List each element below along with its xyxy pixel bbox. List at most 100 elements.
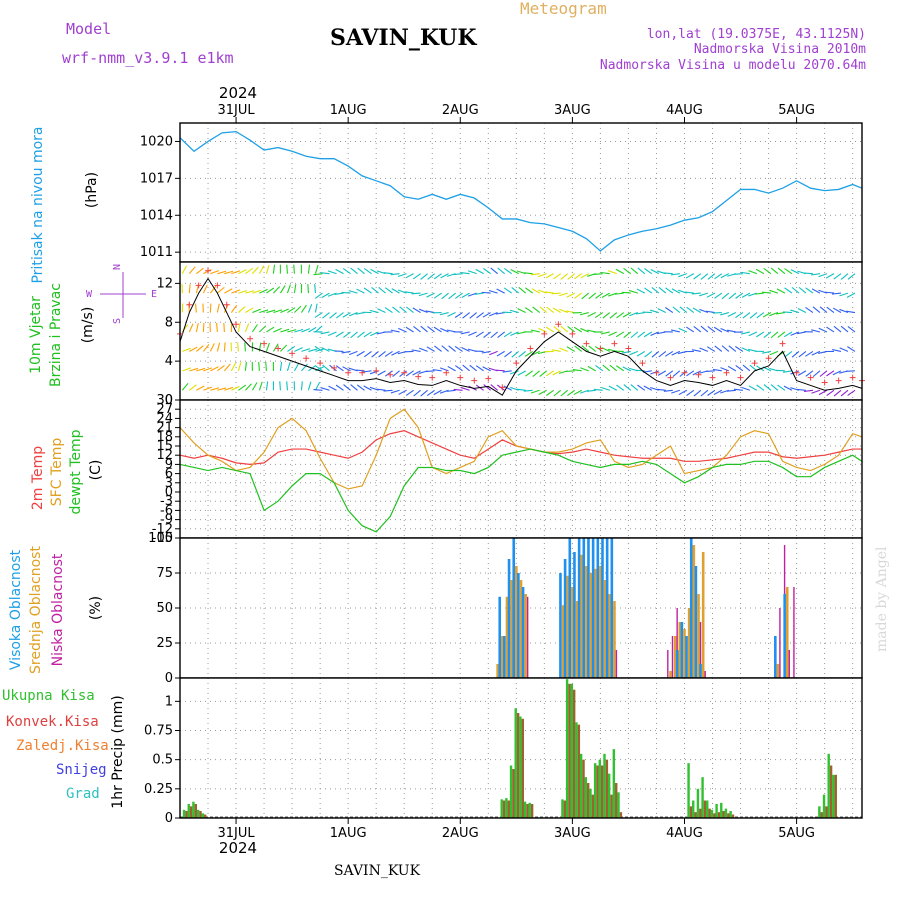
panel-2-background [180, 400, 862, 538]
wind-barb [658, 286, 667, 294]
wind-gust-marker [317, 360, 324, 367]
wind-barb [517, 308, 526, 314]
wind-barb [329, 312, 337, 319]
wind-barb [741, 331, 751, 335]
wind-barb [266, 287, 275, 294]
wind-barb [188, 284, 191, 294]
wind-barb [826, 370, 835, 377]
wind-barb [616, 312, 625, 319]
watermark: made by Angel [874, 546, 890, 652]
wind-barb [651, 350, 660, 358]
wind-barb [635, 311, 645, 315]
mid-cloud-bar [594, 568, 598, 678]
wind-barb [755, 268, 765, 275]
wind-barb [188, 384, 197, 391]
wind-barb [188, 266, 196, 275]
wind-barb [588, 292, 597, 300]
mid-cloud-bar [683, 629, 686, 678]
wind-barb [272, 343, 279, 352]
conv-precip-bar [619, 812, 623, 818]
conv-precip-bar [189, 806, 193, 818]
panel-2-ytick-label: 24 [156, 411, 173, 426]
wind-barb [398, 327, 407, 333]
total-precip-bar [192, 801, 195, 818]
wind-gust-marker [303, 355, 310, 362]
wind-barb [777, 267, 786, 275]
wind-barb [369, 386, 379, 391]
wind-barb [840, 273, 849, 280]
wind-barb [803, 272, 813, 275]
wind-barb [439, 367, 449, 372]
total-precip-bar [570, 683, 573, 818]
wind-barb [503, 331, 512, 338]
wind-barb [769, 312, 779, 317]
wind-barb [320, 331, 330, 335]
wind-barb [565, 370, 575, 373]
wind-barb [391, 288, 400, 294]
wind-barb [203, 269, 212, 275]
wind-barb [217, 387, 227, 391]
sfc-temp-line [179, 408, 863, 490]
total-precip-bar [589, 788, 592, 818]
conv-precip-bar [610, 794, 613, 818]
wind-barb [742, 364, 751, 372]
wind-barb [693, 389, 702, 397]
wind-barb [362, 370, 372, 373]
wind-barb [440, 273, 449, 279]
wind-barb [796, 388, 806, 391]
wind-barb [314, 303, 318, 313]
wind-barb [397, 273, 407, 278]
panel-2-ytick-label: 27 [156, 402, 173, 417]
wind-barb [265, 264, 270, 274]
wind-barb [824, 291, 835, 294]
wind-barb [588, 345, 597, 352]
mid-cloud-bar [580, 554, 584, 678]
wind-gust-marker [331, 364, 338, 371]
wind-barb [504, 350, 512, 358]
dewpt-label: dewpt Temp [68, 429, 84, 514]
wind-barb [202, 322, 205, 333]
total-precip-bar [519, 716, 522, 818]
wind-barb [462, 312, 470, 319]
wind-barb [392, 306, 400, 313]
wind-barb [399, 306, 407, 313]
wind-barb [811, 350, 821, 356]
wind-barb [761, 350, 772, 354]
wind-gust-marker [499, 384, 506, 391]
wind-barb [432, 369, 442, 372]
wind-barb [811, 288, 821, 294]
conv-precip-bar [568, 683, 571, 818]
high-cloud-bar [568, 538, 572, 678]
wind-barb [621, 291, 631, 294]
wind-barb [546, 306, 555, 313]
wind-barb [602, 312, 611, 319]
wind-barb [623, 384, 632, 391]
wind-barb [224, 270, 234, 275]
total-precip-bar [523, 801, 527, 818]
wind-barb [770, 331, 779, 339]
conv-precip-bar [731, 814, 735, 818]
mid-cloud-bar [571, 587, 574, 678]
wind-barb [511, 350, 520, 358]
wind-barb [545, 326, 554, 333]
conv-precip-bar [512, 769, 515, 818]
high-cloud-bar [559, 573, 562, 678]
wind-barb [833, 389, 842, 397]
wind-barb [286, 284, 291, 294]
wind-gust-marker [261, 340, 268, 347]
wind-barb [188, 323, 194, 333]
high-cloud-bar [563, 559, 567, 678]
high-cloud-bar [694, 566, 698, 678]
high-cloud-bar [601, 538, 604, 678]
wind-barb [376, 388, 386, 391]
wind-barb [826, 326, 835, 333]
wind-gust-marker [205, 267, 212, 274]
wind-barb [552, 307, 561, 314]
wind-barb [343, 331, 351, 338]
mid-cloud-bar [505, 596, 509, 678]
wind-barb [503, 385, 512, 391]
panel-4-ytick-label: 0.75 [144, 724, 173, 739]
wind-barb [433, 273, 442, 280]
wind-barb [411, 349, 421, 352]
wind-barb [727, 365, 737, 372]
